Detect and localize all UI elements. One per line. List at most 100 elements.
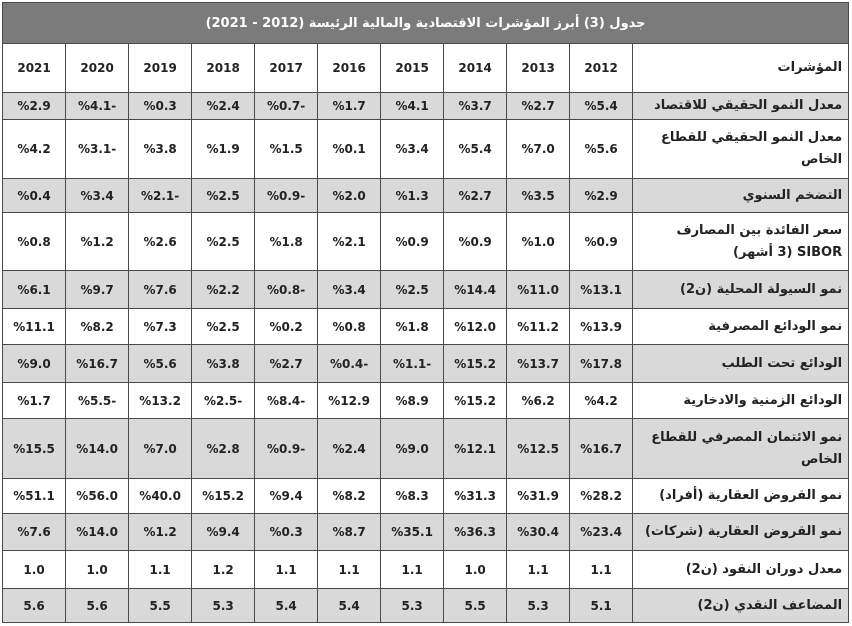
value-cell: 1.1 xyxy=(569,550,634,589)
value-cell: %5.6 xyxy=(569,119,634,179)
value-cell: 1.1 xyxy=(506,550,571,589)
value-cell: %7.0 xyxy=(128,418,193,479)
value-cell: %3.8 xyxy=(128,119,193,179)
value-cell: %12.1 xyxy=(443,418,508,479)
table-row: نمو القروض العقارية (أفراد) %28.2 %31.9 %31… xyxy=(1,478,850,514)
value-cell: %1.0 xyxy=(506,212,571,271)
table-row: معدل النمو الحقيقي للقطاع الخاص %5.6 %7.0%… xyxy=(1,119,850,179)
value-cell: %13.1 xyxy=(569,270,634,309)
row-label: نمو الائتمان المصرفي للقطاع الخاص xyxy=(632,418,850,479)
value-cell: %16.7 xyxy=(65,344,130,383)
row-label: نمو القروض العقارية (أفراد) xyxy=(632,478,850,514)
row-label: الودائع تحت الطلب xyxy=(632,344,850,383)
value-cell: %4.2 xyxy=(1,119,67,179)
value-cell: %1.7 xyxy=(1,382,67,419)
row-label: المضاعف النقدي (ن2) xyxy=(632,588,850,623)
value-cell: %8.9 xyxy=(380,382,445,419)
value-cell: %13.2 xyxy=(128,382,193,419)
value-cell: 5.4 xyxy=(254,588,319,623)
table-row: معدل النمو الحقيقي للاقتصاد %5.4 %2.7 %3.7%… xyxy=(1,92,850,120)
table-row: نمو الودائع المصرفية %13.9 %11.2 %12.0 %1.8%… xyxy=(1,308,850,345)
row-label: نمو الودائع المصرفية xyxy=(632,308,850,345)
value-cell: %2.0 xyxy=(317,178,382,213)
value-cell: %2.5- xyxy=(191,382,256,419)
value-cell: %0.9- xyxy=(254,418,319,479)
value-cell: %30.4 xyxy=(506,513,571,551)
value-cell: %7.0 xyxy=(506,119,571,179)
value-cell: %0.8- xyxy=(254,270,319,309)
value-cell: %14.0 xyxy=(65,418,130,479)
value-cell: %2.4 xyxy=(317,418,382,479)
value-cell: %2.6 xyxy=(128,212,193,271)
header-year: 2014 xyxy=(443,43,508,93)
value-cell: %13.7 xyxy=(506,344,571,383)
row-label: معدل النمو الحقيقي للاقتصاد xyxy=(632,92,850,120)
value-cell: %35.1 xyxy=(380,513,445,551)
value-cell: %15.2 xyxy=(191,478,256,514)
value-cell: %2.5 xyxy=(191,212,256,271)
row-label: سعر الفائدة بين المصارف SIBOR (3 أشهر) xyxy=(632,212,850,271)
row-label: معدل النمو الحقيقي للقطاع الخاص xyxy=(632,119,850,179)
header-year: 2020 xyxy=(65,43,130,93)
value-cell: %1.8 xyxy=(380,308,445,345)
value-cell: 1.1 xyxy=(380,550,445,589)
value-cell: 5.3 xyxy=(506,588,571,623)
value-cell: %2.2 xyxy=(191,270,256,309)
value-cell: %0.8 xyxy=(317,308,382,345)
value-cell: %0.3 xyxy=(254,513,319,551)
value-cell: %16.7 xyxy=(569,418,634,479)
table-title: جدول (3) أبرز المؤشرات الاقتصادية والمال… xyxy=(1,2,850,44)
value-cell: %6.2 xyxy=(506,382,571,419)
header-year: 2015 xyxy=(380,43,445,93)
value-cell: 1.0 xyxy=(1,550,67,589)
value-cell: %2.7 xyxy=(506,92,571,120)
value-cell: %0.4- xyxy=(317,344,382,383)
value-cell: %31.3 xyxy=(443,478,508,514)
value-cell: %2.5 xyxy=(191,308,256,345)
value-cell: %11.2 xyxy=(506,308,571,345)
value-cell: %2.9 xyxy=(569,178,634,213)
value-cell: %12.5 xyxy=(506,418,571,479)
value-cell: %0.9 xyxy=(443,212,508,271)
table-row: التضخم السنوي %2.9 %3.5 %2.7 %1.3 %2.0 %0.9- %2… xyxy=(1,178,850,213)
value-cell: 1.1 xyxy=(317,550,382,589)
header-year: 2013 xyxy=(506,43,571,93)
value-cell: %11.1 xyxy=(1,308,67,345)
value-cell: %3.4 xyxy=(380,119,445,179)
value-cell: %2.9 xyxy=(1,92,67,120)
table-row: نمو الائتمان المصرفي للقطاع الخاص %16.7 %1… xyxy=(1,418,850,479)
value-cell: %0.9 xyxy=(569,212,634,271)
value-cell: 5.6 xyxy=(1,588,67,623)
row-label: الودائع الزمنية والادخارية xyxy=(632,382,850,419)
value-cell: %15.2 xyxy=(443,344,508,383)
value-cell: %14.0 xyxy=(65,513,130,551)
value-cell: %4.2 xyxy=(569,382,634,419)
value-cell: %51.1 xyxy=(1,478,67,514)
value-cell: %17.8 xyxy=(569,344,634,383)
value-cell: %1.1- xyxy=(380,344,445,383)
value-cell: %28.2 xyxy=(569,478,634,514)
value-cell: %1.7 xyxy=(317,92,382,120)
value-cell: %1.2 xyxy=(65,212,130,271)
value-cell: %15.5 xyxy=(1,418,67,479)
header-year: 2019 xyxy=(128,43,193,93)
value-cell: %12.9 xyxy=(317,382,382,419)
value-cell: %9.0 xyxy=(1,344,67,383)
value-cell: %5.6 xyxy=(128,344,193,383)
table-row: معدل دوران النقود (ن2) 1.1 1.1 1.0 1.1 1.1 1.1… xyxy=(1,550,850,589)
value-cell: %9.4 xyxy=(191,513,256,551)
value-cell: %5.4 xyxy=(569,92,634,120)
value-cell: %2.7 xyxy=(254,344,319,383)
row-label: التضخم السنوي xyxy=(632,178,850,213)
value-cell: %8.2 xyxy=(317,478,382,514)
value-cell: %8.4- xyxy=(254,382,319,419)
value-cell: 5.1 xyxy=(569,588,634,623)
value-cell: 1.1 xyxy=(128,550,193,589)
value-cell: 5.3 xyxy=(380,588,445,623)
value-cell: %7.3 xyxy=(128,308,193,345)
table-row: الودائع تحت الطلب %17.8 %13.7 %15.2 %1.1- %0.… xyxy=(1,344,850,383)
table-row: سعر الفائدة بين المصارف SIBOR (3 أشهر) %0… xyxy=(1,212,850,271)
value-cell: %3.1- xyxy=(65,119,130,179)
